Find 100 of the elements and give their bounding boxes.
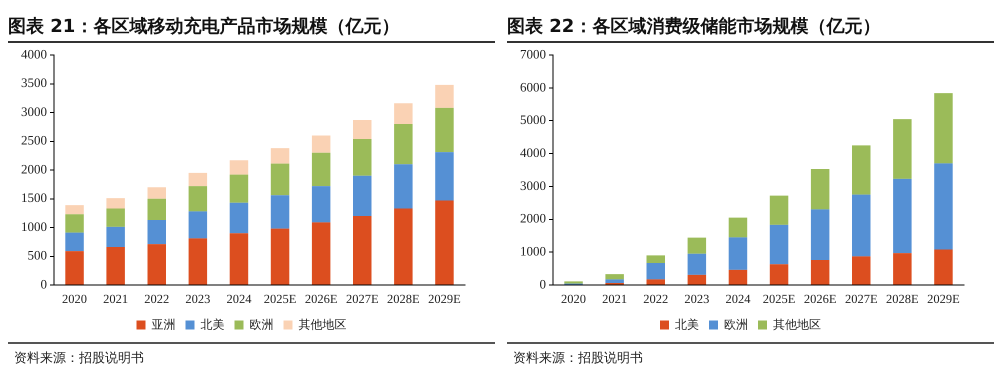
bar: [270, 195, 290, 229]
x-tick-label: 2027E: [346, 292, 379, 306]
bar: [688, 238, 706, 254]
x-tick-label: 2020: [561, 292, 586, 306]
x-tick-label: 2027E: [844, 292, 878, 306]
bar: [148, 198, 166, 220]
bar: [106, 208, 125, 227]
legend-label: 其他地区: [298, 317, 346, 332]
bar: [770, 264, 788, 284]
bar: [810, 209, 830, 260]
bar: [353, 216, 372, 284]
bar: [353, 176, 372, 216]
bar: [770, 196, 788, 225]
bar: [394, 208, 413, 284]
x-tick-label: 2026E: [304, 292, 338, 306]
y-tick-label: 5000: [520, 112, 546, 128]
bar: [934, 250, 953, 284]
bar: [646, 262, 665, 280]
x-tick-label: 2020: [62, 292, 88, 306]
bar: [270, 228, 290, 284]
bar: [312, 186, 330, 222]
x-tick-label: 2029E: [428, 292, 462, 306]
y-tick-label: 4000: [21, 46, 47, 62]
x-tick-label: 2028E: [886, 292, 920, 306]
bar: [394, 124, 413, 164]
bar: [353, 120, 372, 139]
bar: [605, 274, 624, 280]
bar: [312, 222, 330, 284]
bar: [106, 226, 125, 248]
bar: [230, 160, 248, 175]
x-tick-label: 2022: [643, 292, 668, 306]
bar: [188, 172, 208, 186]
text: 资料来源：招股说明书: [8, 342, 495, 367]
bar: [65, 214, 84, 233]
y-tick-label: 0: [540, 276, 546, 292]
y-tick-label: 3000: [520, 178, 546, 193]
y-tick-label: 7000: [520, 46, 546, 62]
bar: [728, 237, 748, 270]
text: 资料来源：招股说明书: [507, 342, 994, 367]
y-tick-label: 500: [28, 248, 47, 263]
legend-label: 北美: [675, 317, 699, 332]
y-tick-label: 3500: [21, 75, 47, 90]
bar: [810, 169, 830, 210]
bar: [394, 164, 413, 209]
bar: [148, 220, 166, 244]
bar: [312, 136, 330, 153]
bar: [688, 254, 706, 275]
bar: [646, 255, 665, 263]
bar: [230, 233, 248, 284]
bar: [646, 279, 665, 284]
bar: [810, 260, 830, 284]
bar: [852, 145, 870, 195]
bar: [934, 163, 953, 250]
bar: [435, 84, 454, 108]
bar: [605, 279, 624, 284]
chart-title: 图表 21：各区域移动充电产品市场规模（亿元）: [8, 0, 495, 43]
bar: [106, 247, 125, 284]
bar: [270, 164, 290, 196]
x-tick-label: 2022: [144, 292, 170, 306]
bar: [728, 270, 748, 284]
bar: [353, 138, 372, 176]
bar: [394, 103, 413, 124]
y-tick-label: 1500: [21, 190, 47, 206]
bar: [770, 224, 788, 264]
legend-label: 欧洲: [250, 317, 274, 332]
bar: [893, 253, 912, 284]
y-tick-label: 3000: [21, 104, 47, 119]
x-tick-label: 2023: [684, 292, 710, 306]
bar: [893, 119, 912, 179]
bar: [65, 205, 84, 214]
legend-label: 其他地区: [773, 317, 821, 332]
bar: [934, 93, 953, 164]
y-tick-label: 4000: [520, 144, 546, 160]
bar: [188, 238, 208, 284]
y-tick-label: 2500: [21, 132, 47, 148]
y-tick-label: 0: [40, 276, 47, 292]
bar: [148, 244, 166, 284]
x-tick-label: 2029E: [927, 292, 960, 306]
bar: [106, 198, 125, 209]
legend-label: 欧洲: [724, 317, 748, 332]
legend-label: 北美: [200, 317, 224, 332]
bar: [65, 251, 84, 284]
x-tick-label: 2025E: [264, 292, 297, 306]
bar: [435, 152, 454, 200]
y-tick-label: 2000: [21, 161, 47, 176]
bar: [230, 202, 248, 234]
x-tick-label: 2024: [226, 292, 252, 306]
x-tick-label: 2021: [602, 292, 628, 306]
y-tick-label: 1000: [520, 244, 546, 259]
x-tick-label: 2026E: [804, 292, 837, 306]
bar: [688, 274, 706, 284]
legend-label: 亚洲: [152, 317, 176, 332]
y-tick-label: 1000: [21, 218, 47, 234]
bar: [893, 178, 912, 254]
x-tick-label: 2025E: [762, 292, 796, 306]
bar: [148, 187, 166, 199]
x-tick-label: 2024: [725, 292, 752, 306]
bar: [435, 108, 454, 152]
bar: [852, 194, 870, 256]
x-tick-label: 2023: [185, 292, 210, 306]
